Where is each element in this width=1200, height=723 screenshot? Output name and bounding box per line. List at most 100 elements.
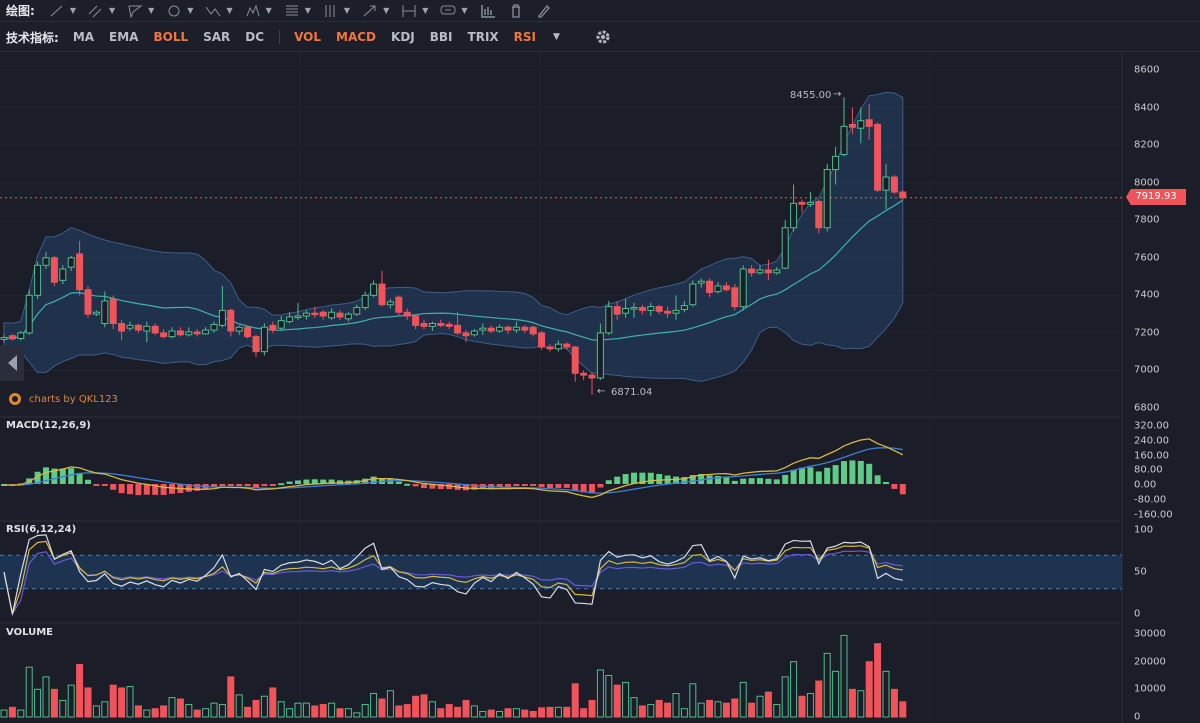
candle — [470, 329, 478, 337]
more-indicators-dropdown[interactable]: ▼ — [553, 32, 560, 42]
candle — [739, 265, 747, 311]
indicator-bbi[interactable]: BBI — [429, 30, 453, 44]
macd-histogram-bar — [152, 484, 159, 495]
volume-bar — [25, 666, 33, 718]
macd-histogram-bar — [303, 479, 310, 484]
zigzag-tool[interactable]: ▼ — [205, 4, 233, 18]
circle-tool[interactable]: ▼ — [166, 4, 193, 18]
macd-histogram-bar — [244, 484, 251, 486]
scroll-left-button[interactable] — [0, 345, 24, 381]
volume-bar — [118, 687, 126, 718]
indicator-boll[interactable]: BOLL — [153, 30, 189, 44]
volume-bar — [806, 692, 814, 718]
candle — [857, 107, 865, 144]
polygon-icon — [128, 5, 143, 18]
candle-body — [857, 120, 865, 129]
trash-icon[interactable] — [508, 3, 524, 18]
candle — [655, 304, 663, 315]
indicator-ma[interactable]: MA — [72, 30, 95, 44]
candle — [630, 302, 638, 318]
price-axis-label: 7400 — [1134, 289, 1160, 301]
candle — [554, 340, 562, 352]
macd-histogram-bar — [404, 483, 411, 486]
rsi-title: RSI(6,12,24) — [6, 524, 77, 535]
indicator-vol[interactable]: VOL — [294, 30, 322, 44]
vertical-lines-icon — [325, 4, 335, 17]
candle — [101, 291, 109, 328]
candle — [437, 319, 445, 328]
volume-title: VOLUME — [6, 627, 53, 638]
polygon-tool[interactable]: ▼ — [127, 4, 154, 18]
volume-bar — [395, 705, 403, 718]
macd-histogram-bar — [93, 484, 100, 486]
pattern-tool[interactable]: ▼ — [245, 4, 272, 18]
fib-tool[interactable]: ▼ — [284, 4, 311, 18]
candle — [848, 107, 856, 134]
volume-bar — [479, 710, 487, 718]
candle-body — [378, 283, 386, 306]
macd-histogram-bar — [118, 484, 125, 494]
indicator-kdj[interactable]: KDJ — [391, 30, 415, 44]
candle — [286, 312, 294, 324]
volume-axis-label: 20000 — [1134, 656, 1166, 668]
boll-mid-line — [3, 199, 904, 341]
chevron-down-icon: ▼ — [69, 6, 76, 15]
macd-histogram-bar — [790, 469, 797, 484]
price-axis-label: 8200 — [1134, 139, 1160, 151]
candle-body — [630, 307, 638, 310]
candle — [412, 314, 420, 330]
measure-tool[interactable]: ▼ — [401, 4, 428, 18]
indicator-ema[interactable]: EMA — [109, 30, 139, 44]
arrow-icon — [363, 5, 376, 16]
candle-body — [50, 257, 58, 283]
volume-bar — [50, 688, 58, 718]
candle — [605, 300, 613, 335]
volume-bar — [899, 701, 907, 718]
candle-body — [328, 311, 336, 319]
candle-body — [756, 269, 764, 274]
macd-histogram-bar — [110, 484, 117, 490]
candle-body — [227, 309, 235, 332]
macd-histogram-bar — [815, 471, 822, 484]
candle-body — [260, 326, 268, 353]
candle-body — [8, 335, 16, 340]
indicator-trix[interactable]: TRIX — [467, 30, 499, 44]
volume-bar — [92, 705, 100, 718]
fib-icon — [285, 5, 298, 15]
candle-body — [874, 123, 882, 191]
vertical-lines-tool[interactable]: ▼ — [323, 4, 350, 18]
candle — [218, 285, 226, 328]
eraser-icon[interactable] — [536, 4, 552, 18]
volume-bar — [42, 676, 50, 718]
candle — [134, 323, 142, 333]
macd-histogram-bar — [219, 484, 226, 486]
candle — [378, 270, 386, 307]
candle — [563, 342, 571, 350]
candle — [890, 175, 898, 194]
volume-bar — [487, 709, 495, 718]
indicator-dc[interactable]: DC — [245, 30, 265, 44]
candle — [294, 302, 302, 320]
candle-body — [832, 155, 840, 171]
candle-body — [361, 294, 369, 309]
arrow-tool[interactable]: ▼ — [362, 4, 389, 18]
macd-histogram-bar — [631, 472, 637, 484]
indicator-rsi[interactable]: RSI — [513, 30, 537, 44]
candle-body — [462, 332, 470, 337]
candle-body — [554, 343, 562, 350]
candle-body — [655, 306, 663, 312]
volume-bar — [412, 695, 420, 718]
indicator-macd[interactable]: MACD — [336, 30, 377, 44]
candle-body — [134, 324, 142, 331]
candle-body — [680, 305, 688, 310]
bar-chart-icon[interactable] — [480, 4, 496, 18]
parallel-line-tool[interactable]: ▼ — [88, 4, 115, 18]
gear-icon[interactable] — [595, 29, 611, 45]
candle — [689, 280, 697, 307]
indicator-sar[interactable]: SAR — [203, 30, 231, 44]
high-marker-arrow: → — [833, 89, 842, 100]
low-marker-arrow: ← — [597, 386, 606, 397]
line-tool[interactable]: ▼ — [49, 4, 76, 18]
comment-tool[interactable]: ▼ — [440, 4, 468, 18]
